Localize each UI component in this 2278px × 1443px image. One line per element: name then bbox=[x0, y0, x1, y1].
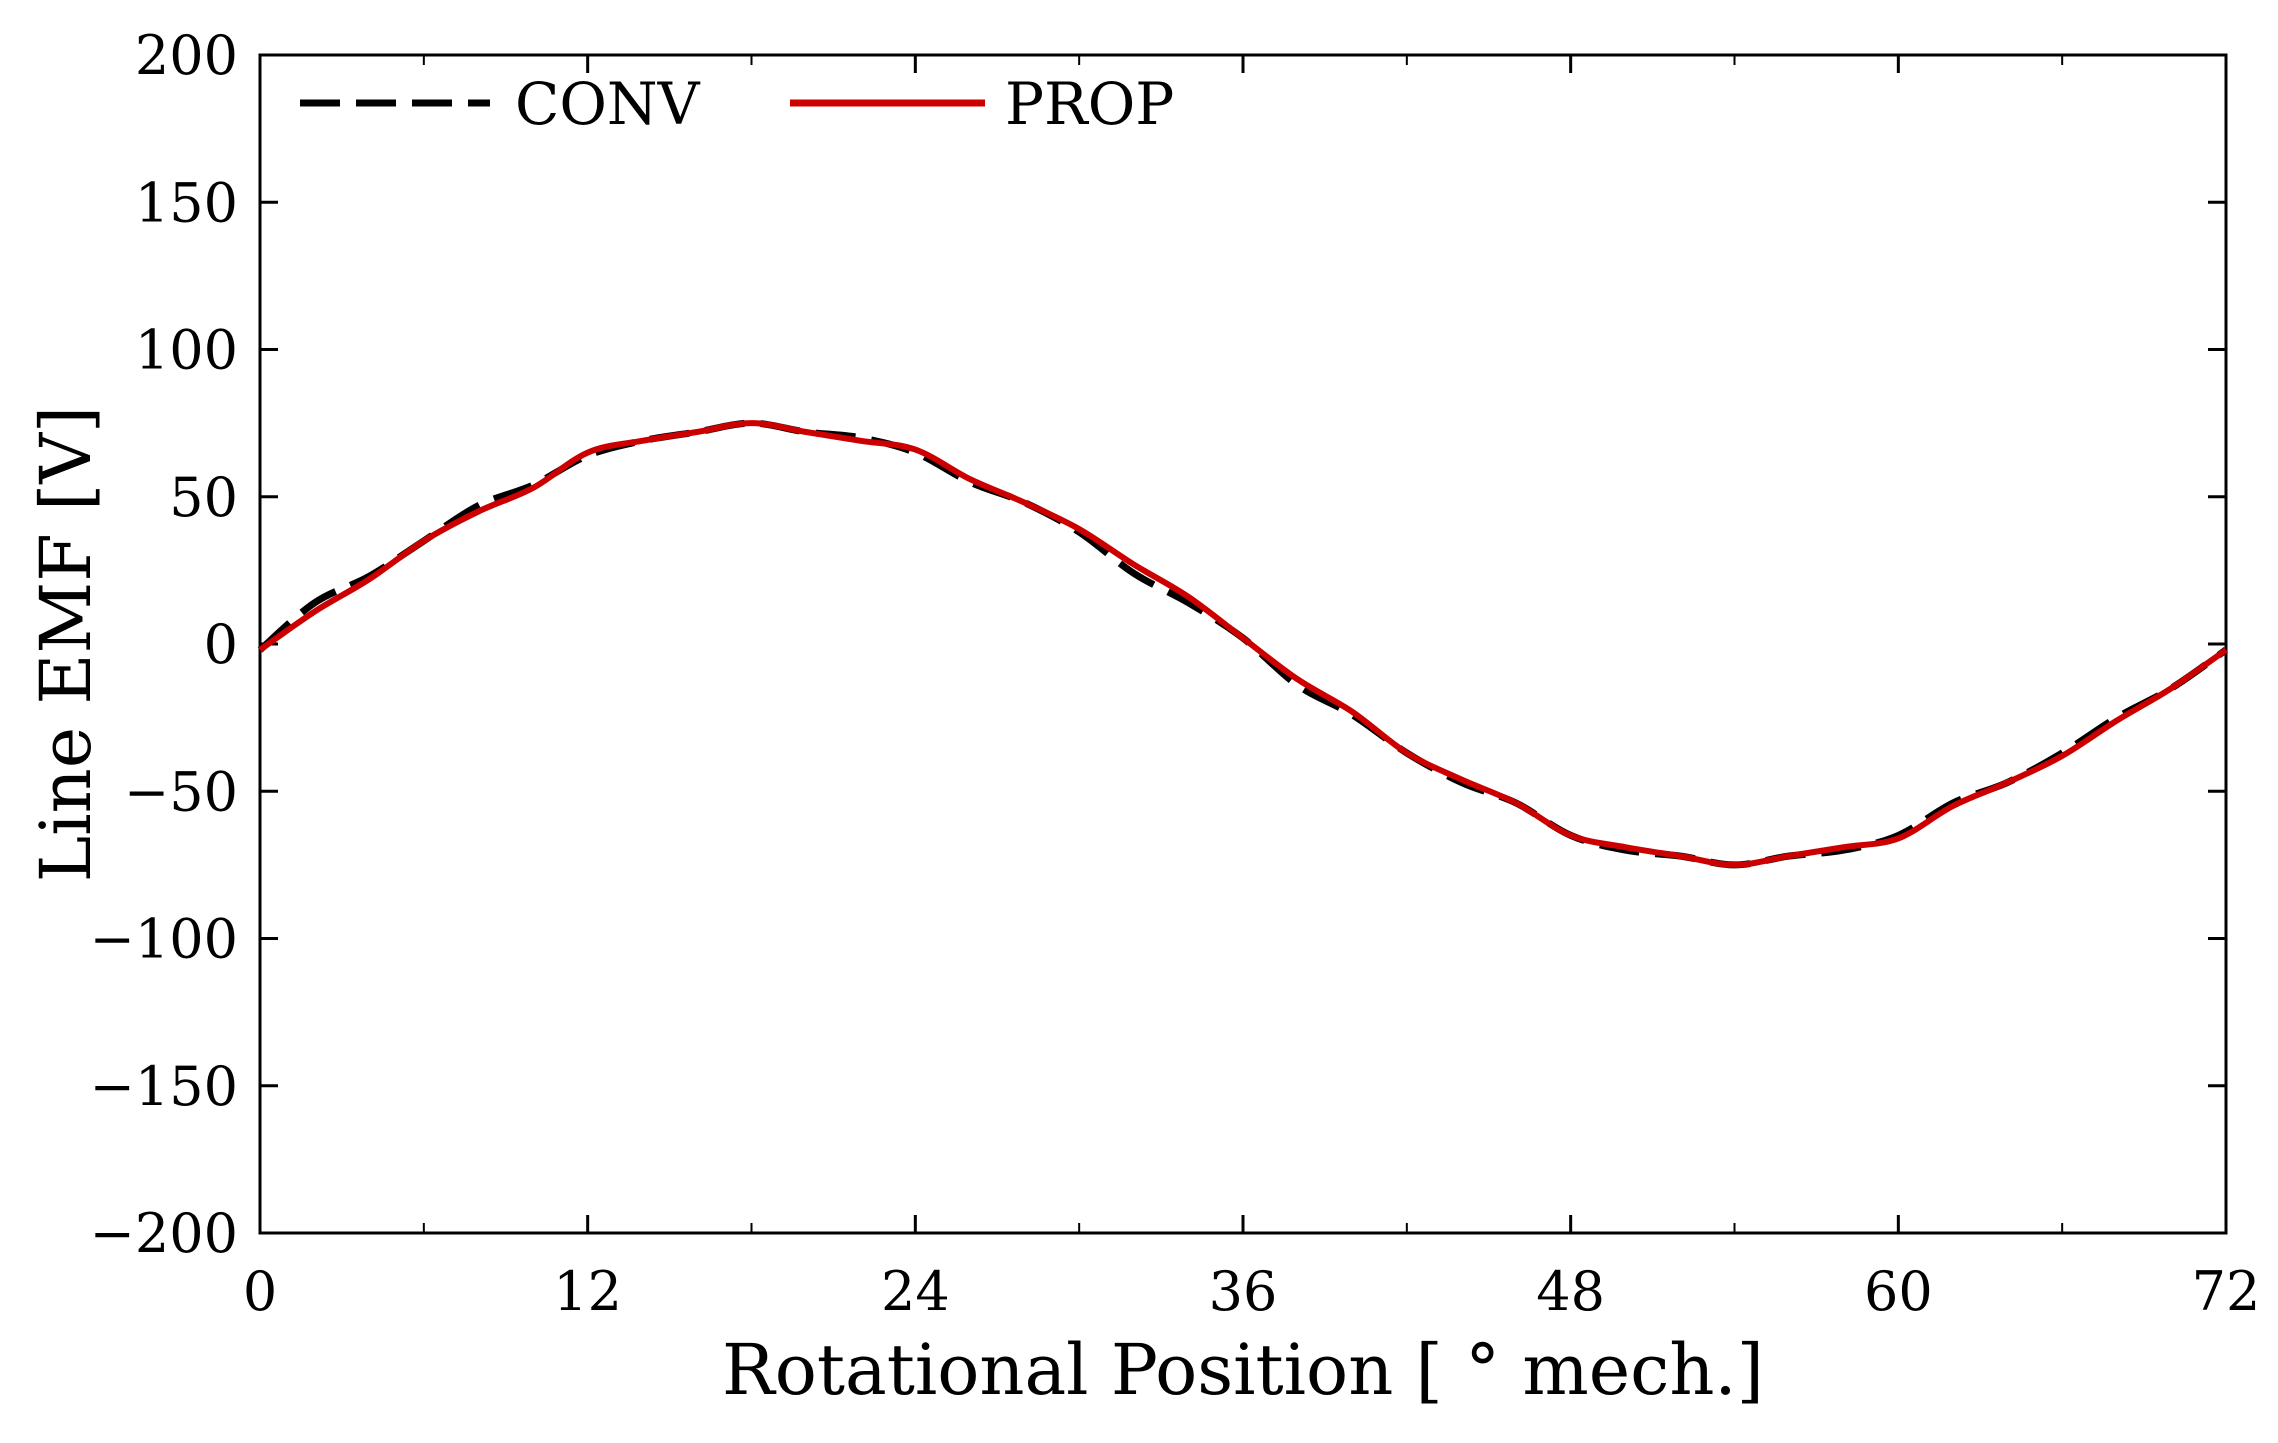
series-line-prop bbox=[258, 420, 2228, 868]
x-tick-label: 60 bbox=[1864, 1260, 1933, 1323]
series-line-conv bbox=[257, 419, 2229, 869]
x-tick-label: 72 bbox=[2192, 1260, 2261, 1323]
x-tick-label: 36 bbox=[1209, 1260, 1278, 1323]
y-tick-label: −100 bbox=[90, 908, 238, 971]
x-axis-title: Rotational Position [ ° mech.] bbox=[722, 1329, 1764, 1411]
legend-label-prop: PROP bbox=[1005, 70, 1174, 138]
legend: CONV PROP bbox=[300, 70, 1174, 138]
y-tick-label: 0 bbox=[204, 613, 238, 676]
x-tick-label: 12 bbox=[553, 1260, 622, 1323]
y-tick-label: 50 bbox=[169, 466, 238, 529]
x-tick-label: 48 bbox=[1536, 1260, 1605, 1323]
y-axis-title: Line EMF [V] bbox=[25, 406, 107, 882]
y-tick-label: −200 bbox=[90, 1202, 238, 1265]
series-layer bbox=[257, 419, 2229, 869]
y-tick-label: −150 bbox=[90, 1055, 238, 1118]
y-tick-label: 150 bbox=[135, 171, 238, 234]
y-tick-label: −50 bbox=[124, 760, 238, 823]
y-tick-label: 200 bbox=[135, 24, 238, 87]
x-tick-label: 24 bbox=[881, 1260, 950, 1323]
y-tick-label: 100 bbox=[135, 319, 238, 382]
x-tick-label: 0 bbox=[243, 1260, 277, 1323]
legend-label-conv: CONV bbox=[515, 70, 701, 138]
plot-frame bbox=[258, 53, 2228, 1235]
axis-ticks bbox=[258, 53, 2228, 1235]
